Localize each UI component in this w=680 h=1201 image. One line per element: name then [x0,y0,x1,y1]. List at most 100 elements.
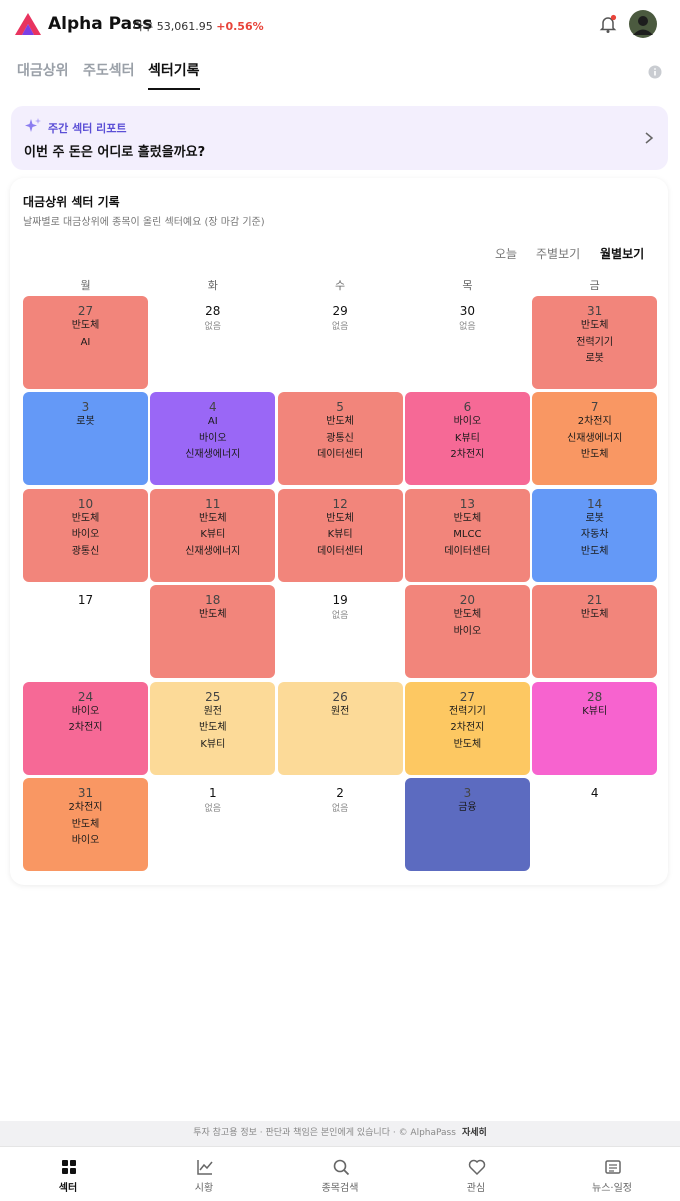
disclaimer: 투자 참고용 정보 · 판단과 책임은 본인에게 있습니다 · © AlphaP… [0,1121,680,1146]
nav-item[interactable]: 섹터 [0,1147,136,1201]
day-cell[interactable]: 5 반도체 광통신 데이터센터 [277,392,403,486]
day-cell[interactable]: 21 반도체 [532,585,658,679]
nav-item[interactable]: 뉴스·일정 [544,1147,680,1201]
sector-label: 데이터센터 [317,449,364,461]
nav-label: 시황 [194,1183,214,1194]
sector-label: 반도체 [71,512,100,524]
sector-label: 원전 [330,705,350,717]
sector-label: 바이오 [198,432,227,444]
nav-icon [468,1159,486,1176]
nav-item[interactable]: 시황 [136,1147,272,1201]
index-change: +0.56% [216,20,264,33]
day-cell[interactable]: 3 로봇 [23,392,148,486]
day-number: 28 [587,689,603,704]
sector-label: 금융 [458,802,477,813]
day-cell[interactable]: 29 없음 [278,296,403,389]
sector-label: AI [207,416,218,428]
sector-label: 반도체 [198,722,227,734]
weekday: 화 [207,279,218,292]
sector-label: 반도체 [453,738,482,750]
day-cell[interactable]: 4 [532,778,657,871]
sector-label: 2차전지 [450,722,485,734]
logo [15,13,41,35]
sector-label: AI [80,336,91,348]
sector-label: 광통신 [326,432,354,444]
bottom-nav: 섹터 시황 종목검색 관심 뉴스·일정 [0,1146,680,1201]
empty-note: 없음 [204,804,222,814]
day-cell[interactable]: 13 반도체 MLCC 데이터센터 [404,488,530,582]
view-toggle[interactable]: 월별보기 [600,247,645,261]
nav-item[interactable]: 관심 [408,1147,544,1201]
day-cell[interactable]: 4 AI 바이오 신재생에너지 [150,392,276,486]
nav-icon [605,1160,621,1174]
day-cell[interactable]: 27 전력기기 2차전지 반도체 [404,681,530,775]
sector-label: 반도체 [580,545,609,557]
empty-note: 없음 [459,322,476,332]
day-cell[interactable]: 17 [23,585,148,678]
day-number: 27 [459,689,476,704]
view-toggle[interactable]: 오늘 [495,247,518,261]
tab[interactable]: 섹터기록 [148,60,200,90]
day-cell[interactable]: 6 바이오 K뷰티 2차전지 [404,392,530,486]
weekday: 수 [335,279,346,292]
sector-label: 반도체 [580,449,609,461]
sector-label: 반도체 [453,512,482,524]
view-toggle[interactable]: 주별보기 [536,247,581,261]
sector-label: K뷰티 [582,705,608,717]
sector-label: 로봇 [585,512,604,524]
bell-icon[interactable] [598,14,618,34]
day-cell[interactable]: 12 반도체 K뷰티 데이터센터 [277,488,403,582]
day-number: 26 [332,689,348,704]
day-cell[interactable]: 30 없음 [405,296,530,389]
sector-label: 바이오 [71,529,100,541]
sector-label: 2차전지 [577,416,612,428]
day-number: 5 [336,400,344,415]
sector-label: 반도체 [580,609,609,621]
sector-label: 데이터센터 [444,545,491,557]
sector-label: K뷰티 [454,432,480,444]
sector-label: K뷰티 [200,529,226,541]
day-cell[interactable]: 20 반도체 바이오 [404,585,530,679]
day-cell[interactable]: 19 없음 [278,585,403,678]
sector-label: 광통신 [71,545,100,557]
sector-label: 반도체 [198,609,227,621]
tab[interactable]: 대금상위 [17,63,69,79]
nav-item[interactable]: 종목검색 [272,1147,408,1201]
day-cell[interactable]: 31 2차전지 반도체 바이오 [23,778,148,871]
nav-icon [333,1159,350,1176]
sector-label: 반도체 [198,512,227,524]
day-cell[interactable]: 28 없음 [150,296,275,389]
day-cell[interactable]: 28 K뷰티 [532,681,658,775]
day-cell[interactable]: 31 반도체 전력기기 로봇 [532,296,658,389]
empty-note: 없음 [331,611,349,622]
avatar[interactable] [628,9,658,39]
day-cell[interactable]: 1 없음 [150,778,275,871]
empty-note: 없음 [204,322,222,332]
day-number: 1 [208,786,217,800]
day-number: 31 [77,786,94,800]
sector-label: 신재생에너지 [185,545,241,557]
sector-label: 로봇 [76,416,95,428]
day-cell[interactable]: 25 원전 반도체 K뷰티 [150,681,276,775]
day-cell[interactable]: 3 금융 [404,778,530,871]
weekly-report-banner[interactable]: 주간 섹터 리포트 이번 주 돈은 어디로 흘렀을까요? [11,106,668,170]
day-cell[interactable]: 26 원전 [277,681,403,775]
day-cell[interactable]: 24 바이오 2차전지 [23,681,148,775]
tab[interactable]: 주도섹터 [83,63,135,79]
day-cell[interactable]: 10 반도체 바이오 광통신 [23,488,148,582]
day-cell[interactable]: 18 반도체 [150,585,276,679]
sector-label: 2차전지 [450,449,485,461]
info-icon[interactable] [648,65,662,79]
brand: Alpha Pass [48,14,153,34]
day-cell[interactable]: 2 없음 [278,778,403,871]
day-cell[interactable]: 11 반도체 K뷰티 신재생에너지 [150,488,276,582]
day-cell[interactable]: 14 로봇 자동차 반도체 [532,488,658,582]
day-cell[interactable]: 7 2차전지 신재생에너지 반도체 [532,392,658,486]
sector-label: 전력기기 [576,336,614,348]
day-number: 18 [205,593,221,608]
nav-icon [62,1160,76,1174]
sector-label: 바이오 [453,625,482,637]
details-link[interactable]: 자세히 [461,1128,487,1138]
day-cell[interactable]: 27 반도체 AI [23,296,148,389]
